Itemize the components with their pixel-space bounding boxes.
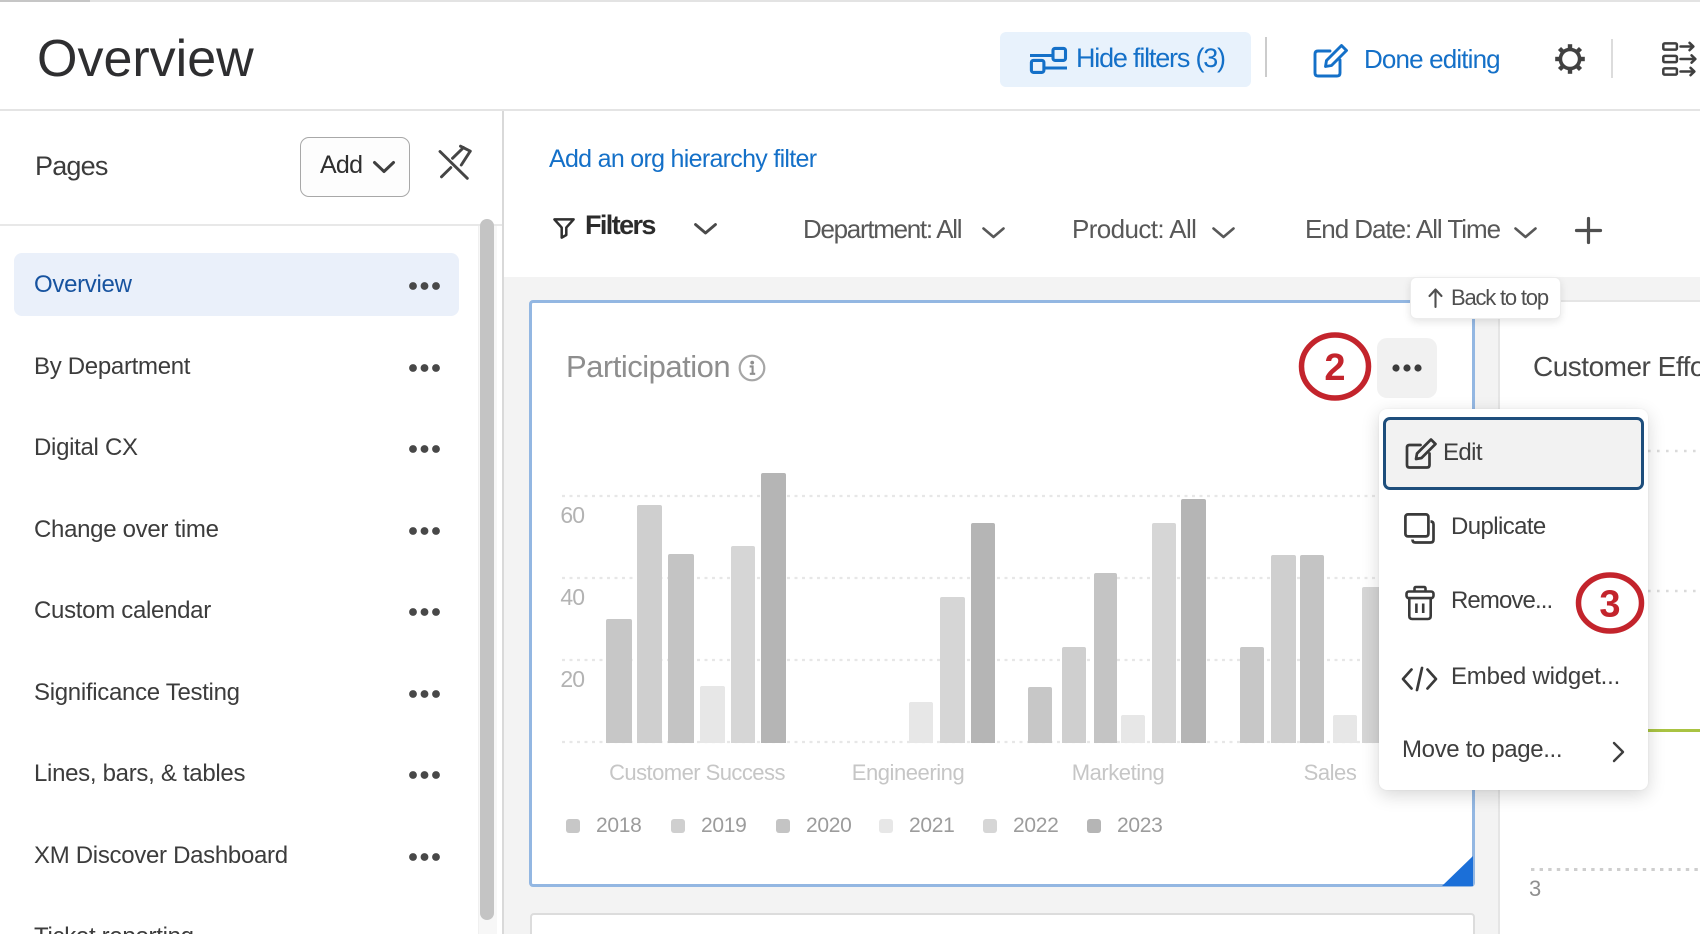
svg-text:3: 3 (1599, 584, 1620, 626)
svg-text:2: 2 (1324, 347, 1345, 389)
